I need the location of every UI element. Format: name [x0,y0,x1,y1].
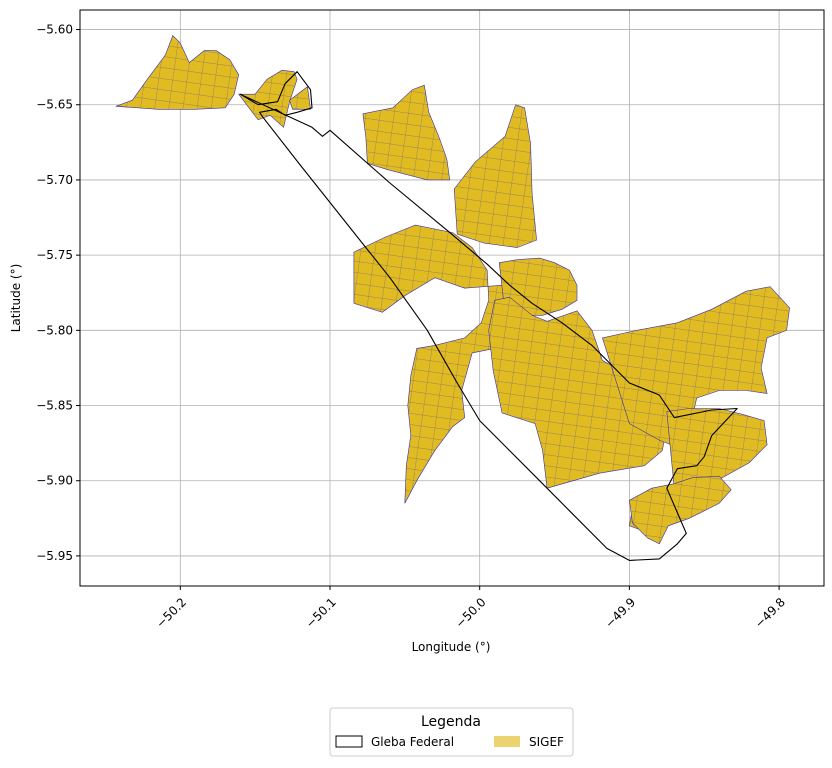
sigef-parcels-nw-parcel [115,35,239,110]
sigef-parcels-upper-west-east [289,86,311,110]
sigef-parcels-upper-middle [362,85,450,180]
y-tick-label-7: −5.95 [36,549,73,563]
axes-frame [79,9,825,587]
sigef-layer [115,35,790,545]
sigef-parcels-south-peninsula [629,476,732,544]
gleba-federal-layer [239,71,738,561]
y-tick-label-5: −5.85 [36,399,73,413]
x-tick-label-4: −49.8 [752,595,788,631]
y-tick-label-0: −5.60 [36,23,73,37]
x-tick-label-1: −50.1 [303,595,339,631]
legend-swatch-sigef [494,736,520,747]
legend: Legenda Gleba Federal SIGEF [329,707,574,757]
legend-title: Legenda [421,714,481,730]
y-axis-label: Latitude (°) [9,264,23,333]
x-tick-label-3: −49.9 [602,595,638,631]
y-tick-label-6: −5.90 [36,474,73,488]
legend-label-gleba-federal: Gleba Federal [371,735,454,749]
legend-swatch-gleba-federal [335,735,363,748]
y-tick-label-4: −5.80 [36,323,73,337]
y-tick-label-2: −5.70 [36,173,73,187]
y-tick-label-3: −5.75 [36,248,73,262]
x-ticks: −50.2 −50.1 −50.0 −49.9 −49.8 [153,586,788,631]
y-ticks: −5.60 −5.65 −5.70 −5.75 −5.80 −5.85 −5.90 −5.95 [36,23,80,563]
sigef-parcels-northeast-strip [454,104,537,248]
legend-label-sigef: SIGEF [529,735,564,749]
sigef-parcels-central-north-block [499,258,577,316]
gleba-federal-outline [239,71,738,561]
x-tick-label-2: −50.0 [453,595,489,631]
y-tick-label-1: −5.65 [36,98,73,112]
sigef-parcels-central-west [353,225,519,504]
x-tick-label-0: −50.2 [153,595,189,631]
x-axis-label: Longitude (°) [412,640,491,654]
sigef-parcels-east-large [602,286,790,451]
sigef-parcels-central-main [488,297,670,489]
